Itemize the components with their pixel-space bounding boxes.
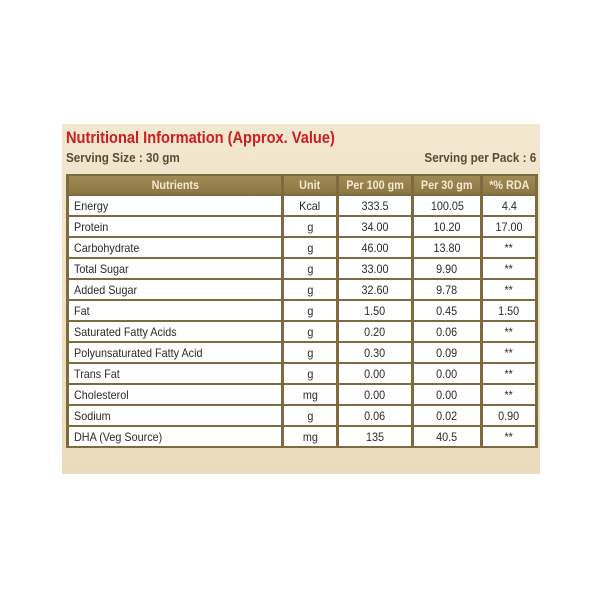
per-30gm-cell: 40.5 bbox=[414, 427, 480, 446]
rda-cell: ** bbox=[483, 385, 535, 404]
column-header-rda: *% RDA bbox=[483, 176, 535, 194]
unit-cell: mg bbox=[284, 385, 336, 404]
rda-cell: 4.4 bbox=[483, 196, 535, 215]
serving-size: Serving Size : 30 gm bbox=[66, 150, 180, 165]
table-row: Sodium g 0.06 0.02 0.90 bbox=[69, 406, 535, 425]
nutrition-label: Nutritional Information (Approx. Value) … bbox=[62, 124, 540, 474]
serving-per-pack: Serving per Pack : 6 bbox=[424, 150, 536, 165]
unit-cell: g bbox=[284, 406, 336, 425]
per-100gm-cell: 46.00 bbox=[339, 238, 411, 257]
table-row: DHA (Veg Source) mg 135 40.5 ** bbox=[69, 427, 535, 446]
column-header-nutrients: Nutrients bbox=[69, 176, 281, 194]
rda-cell: ** bbox=[483, 280, 535, 299]
nutrient-name: Saturated Fatty Acids bbox=[69, 322, 281, 341]
table-row: Carbohydrate g 46.00 13.80 ** bbox=[69, 238, 535, 257]
column-header-unit: Unit bbox=[284, 176, 336, 194]
per-100gm-cell: 0.20 bbox=[339, 322, 411, 341]
column-header-per-100gm: Per 100 gm bbox=[339, 176, 411, 194]
label-title: Nutritional Information (Approx. Value) bbox=[66, 128, 335, 147]
per-30gm-cell: 13.80 bbox=[414, 238, 480, 257]
nutrient-name: Protein bbox=[69, 217, 281, 236]
per-100gm-cell: 0.30 bbox=[339, 343, 411, 362]
table-row: Energy Kcal 333.5 100.05 4.4 bbox=[69, 196, 535, 215]
nutrient-name: Added Sugar bbox=[69, 280, 281, 299]
nutrient-name: Energy bbox=[69, 196, 281, 215]
per-100gm-cell: 333.5 bbox=[339, 196, 411, 215]
nutrient-name: Total Sugar bbox=[69, 259, 281, 278]
nutrient-name: Sodium bbox=[69, 406, 281, 425]
per-100gm-cell: 135 bbox=[339, 427, 411, 446]
per-100gm-cell: 0.06 bbox=[339, 406, 411, 425]
nutrient-name: DHA (Veg Source) bbox=[69, 427, 281, 446]
per-30gm-cell: 9.90 bbox=[414, 259, 480, 278]
nutrient-name: Fat bbox=[69, 301, 281, 320]
rda-cell: ** bbox=[483, 238, 535, 257]
per-30gm-cell: 0.45 bbox=[414, 301, 480, 320]
per-30gm-cell: 100.05 bbox=[414, 196, 480, 215]
unit-cell: Kcal bbox=[284, 196, 336, 215]
per-100gm-cell: 33.00 bbox=[339, 259, 411, 278]
unit-cell: g bbox=[284, 280, 336, 299]
unit-cell: g bbox=[284, 343, 336, 362]
per-30gm-cell: 0.00 bbox=[414, 364, 480, 383]
table-row: Cholesterol mg 0.00 0.00 ** bbox=[69, 385, 535, 404]
rda-cell: ** bbox=[483, 343, 535, 362]
column-header-per-30gm: Per 30 gm bbox=[414, 176, 480, 194]
unit-cell: g bbox=[284, 322, 336, 341]
per-100gm-cell: 34.00 bbox=[339, 217, 411, 236]
per-30gm-cell: 0.02 bbox=[414, 406, 480, 425]
table-row: Polyunsaturated Fatty Acid g 0.30 0.09 ** bbox=[69, 343, 535, 362]
table-row: Protein g 34.00 10.20 17.00 bbox=[69, 217, 535, 236]
table-row: Saturated Fatty Acids g 0.20 0.06 ** bbox=[69, 322, 535, 341]
per-30gm-cell: 0.06 bbox=[414, 322, 480, 341]
rda-cell: ** bbox=[483, 259, 535, 278]
unit-cell: g bbox=[284, 364, 336, 383]
unit-cell: g bbox=[284, 238, 336, 257]
per-100gm-cell: 32.60 bbox=[339, 280, 411, 299]
unit-cell: mg bbox=[284, 427, 336, 446]
nutrient-name: Trans Fat bbox=[69, 364, 281, 383]
table-header-row: Nutrients Unit Per 100 gm Per 30 gm *% R… bbox=[69, 176, 535, 194]
unit-cell: g bbox=[284, 301, 336, 320]
table-row: Trans Fat g 0.00 0.00 ** bbox=[69, 364, 535, 383]
rda-cell: 0.90 bbox=[483, 406, 535, 425]
per-100gm-cell: 0.00 bbox=[339, 385, 411, 404]
nutrient-name: Cholesterol bbox=[69, 385, 281, 404]
rda-cell: 1.50 bbox=[483, 301, 535, 320]
per-30gm-cell: 10.20 bbox=[414, 217, 480, 236]
rda-cell: ** bbox=[483, 427, 535, 446]
per-30gm-cell: 0.00 bbox=[414, 385, 480, 404]
table-row: Fat g 1.50 0.45 1.50 bbox=[69, 301, 535, 320]
table-row: Added Sugar g 32.60 9.78 ** bbox=[69, 280, 535, 299]
nutrient-name: Carbohydrate bbox=[69, 238, 281, 257]
unit-cell: g bbox=[284, 217, 336, 236]
rda-cell: ** bbox=[483, 322, 535, 341]
per-30gm-cell: 9.78 bbox=[414, 280, 480, 299]
nutrition-table: Nutrients Unit Per 100 gm Per 30 gm *% R… bbox=[66, 174, 538, 448]
per-100gm-cell: 1.50 bbox=[339, 301, 411, 320]
per-30gm-cell: 0.09 bbox=[414, 343, 480, 362]
rda-cell: ** bbox=[483, 364, 535, 383]
unit-cell: g bbox=[284, 259, 336, 278]
per-100gm-cell: 0.00 bbox=[339, 364, 411, 383]
rda-cell: 17.00 bbox=[483, 217, 535, 236]
table-row: Total Sugar g 33.00 9.90 ** bbox=[69, 259, 535, 278]
nutrient-name: Polyunsaturated Fatty Acid bbox=[69, 343, 281, 362]
